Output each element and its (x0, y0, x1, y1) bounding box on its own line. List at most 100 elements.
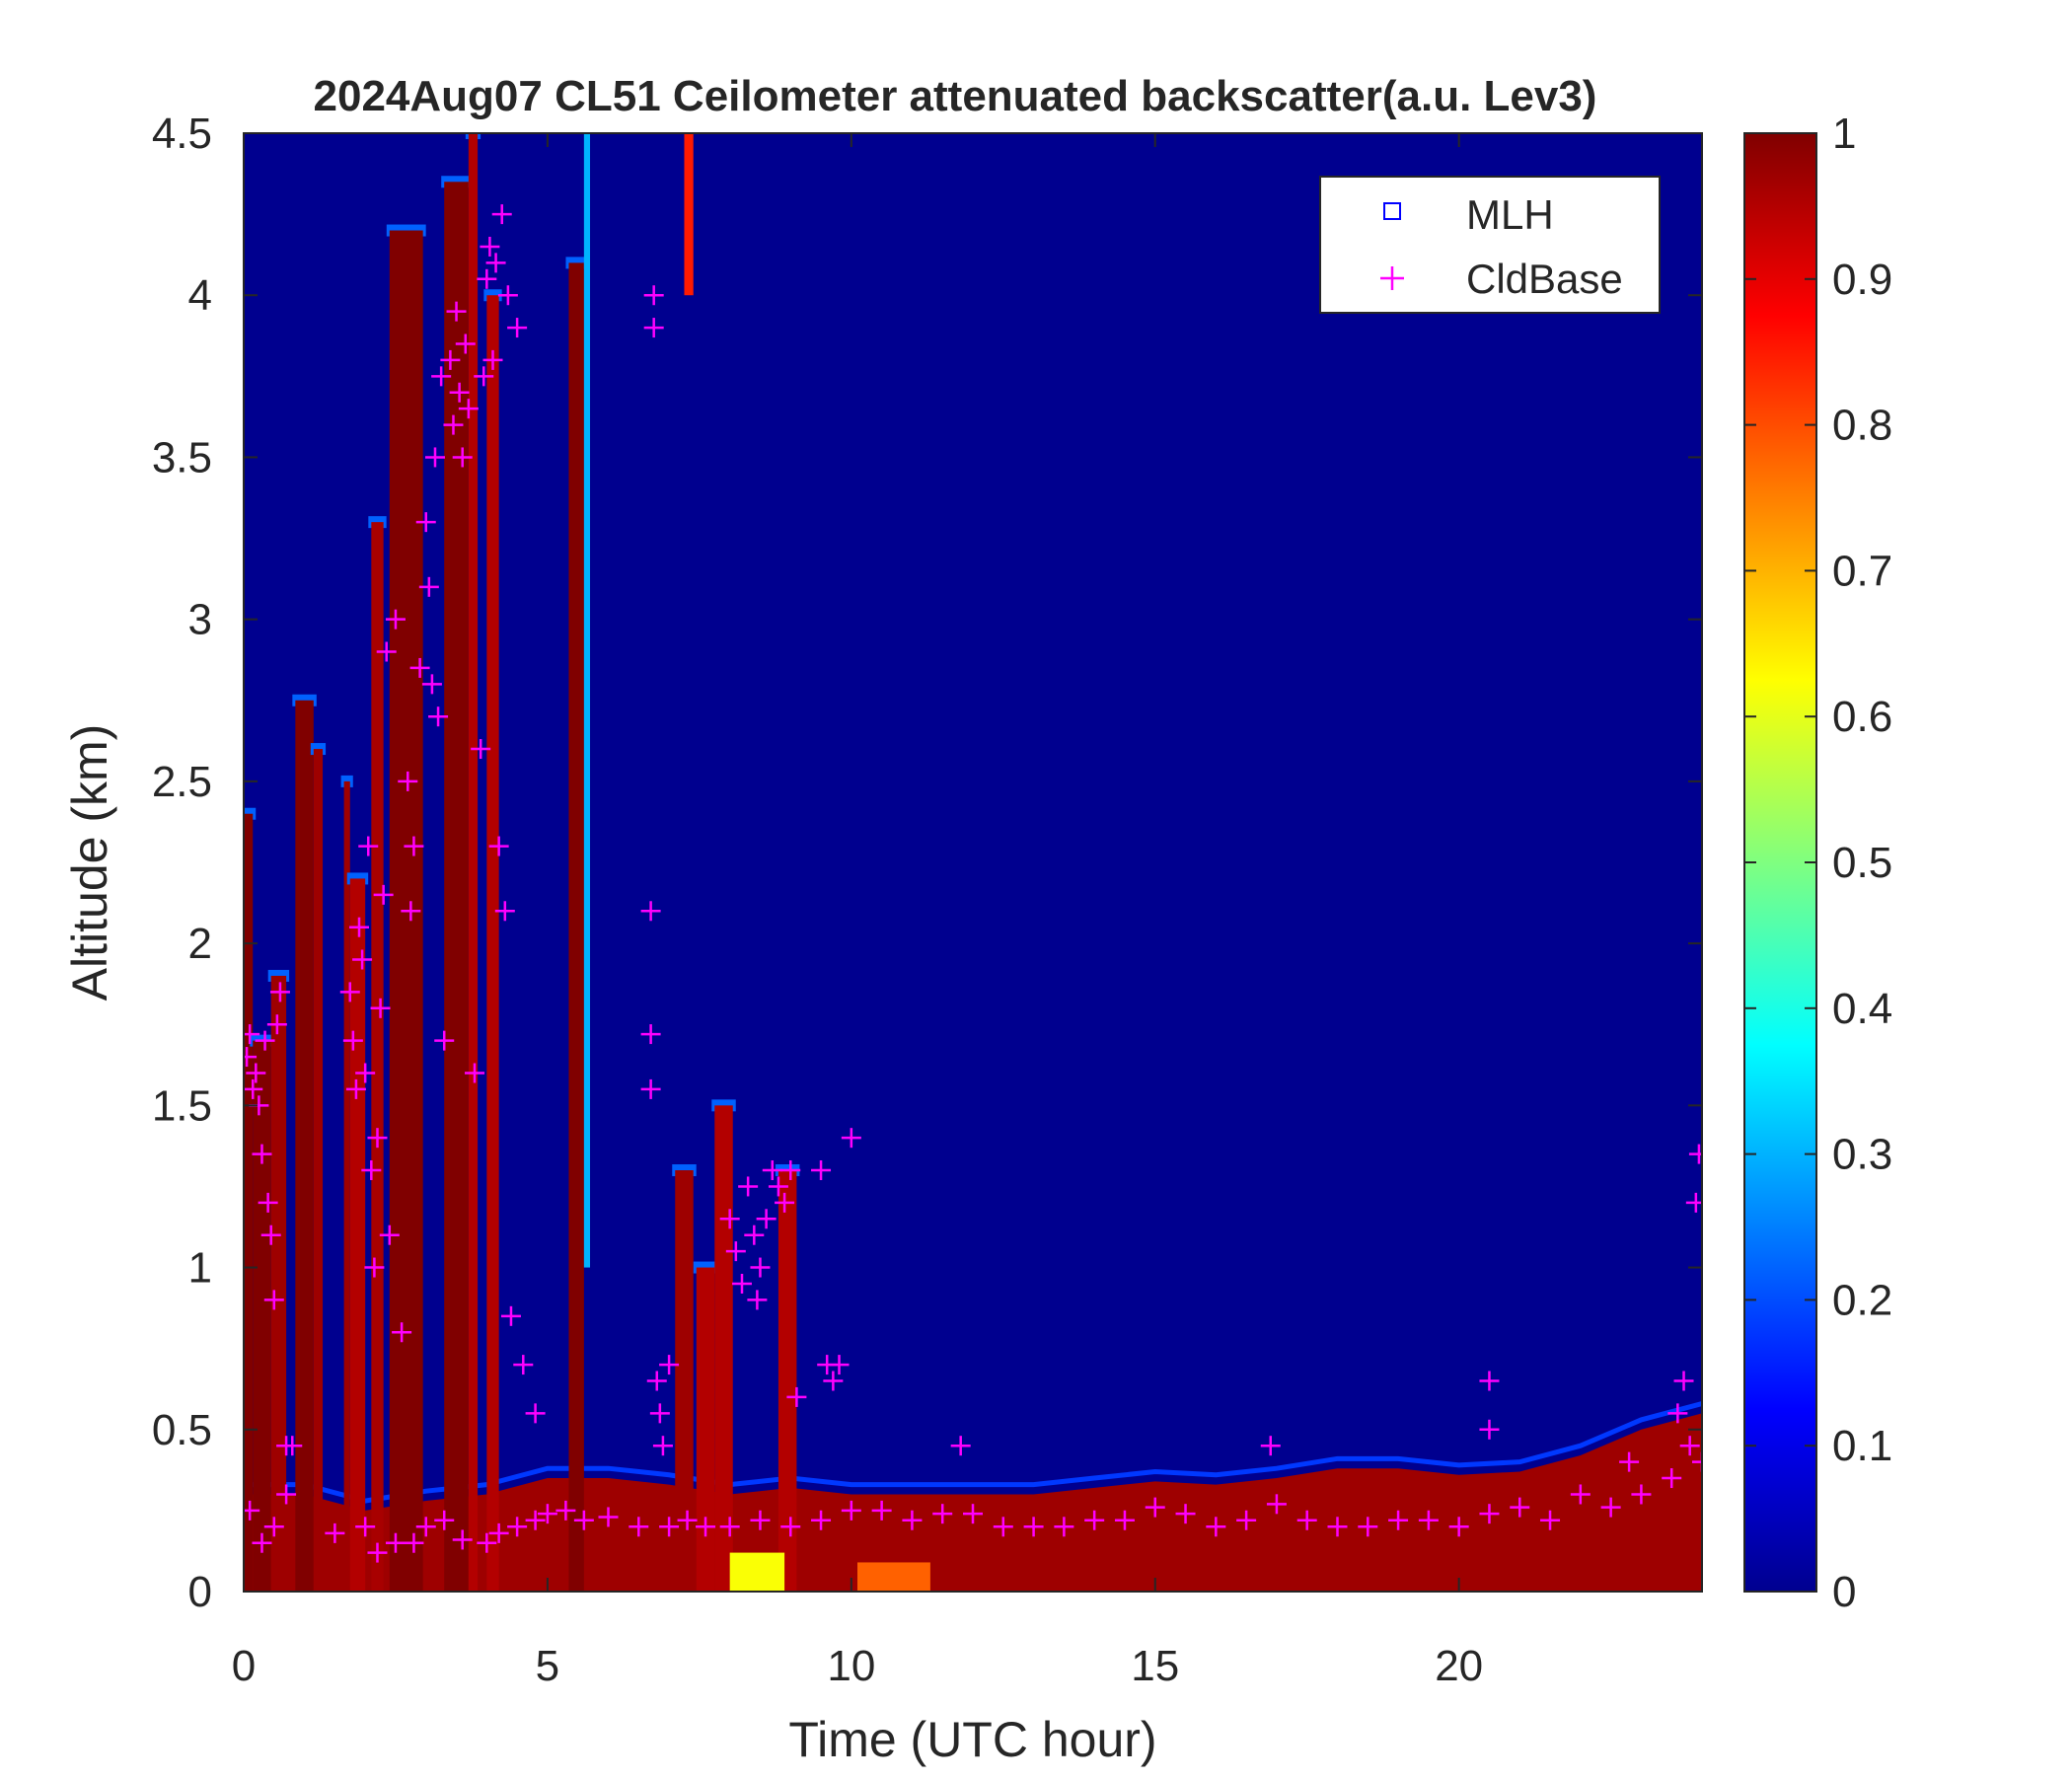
backscatter-streak (583, 133, 591, 1268)
cldbase-marker (507, 1517, 528, 1537)
cldbase-marker (434, 1510, 455, 1530)
cldbase-marker (480, 236, 500, 257)
cldbase-marker (1296, 1510, 1317, 1530)
surface-hotspot (729, 1552, 785, 1592)
surface-hotspot (856, 1562, 930, 1592)
cldbase-marker (649, 1403, 670, 1424)
legend-box (1319, 176, 1661, 314)
cldbase-marker (246, 1063, 266, 1083)
cldbase-marker (474, 366, 494, 387)
cldbase-marker (398, 771, 418, 791)
x-axis-label: Time (UTC hour) (788, 1712, 1156, 1767)
cldbase-marker (1388, 1510, 1409, 1530)
cldbase-marker (1260, 1436, 1281, 1456)
backscatter-column (349, 878, 366, 1592)
colorbar-tick-label: 0.2 (1832, 1276, 1892, 1324)
cldbase-marker (260, 1224, 281, 1245)
cldbase-marker (418, 576, 439, 597)
cldbase-marker (244, 1078, 263, 1099)
cldbase-marker (659, 1355, 680, 1375)
cldbase-marker (367, 1128, 388, 1149)
backscatter-column (343, 780, 350, 1592)
y-tick-label: 4.5 (152, 110, 212, 158)
cldbase-marker (488, 1522, 509, 1543)
cldbase-marker (1418, 1510, 1439, 1530)
boundary-layer-edge (244, 1401, 1702, 1504)
cldbase-marker (829, 1355, 850, 1375)
cldbase-marker (629, 1517, 649, 1537)
cldbase-marker (367, 1542, 388, 1563)
cldbase-marker (573, 1510, 594, 1530)
cldbase-marker (269, 982, 290, 1002)
cldbase-marker (404, 836, 424, 856)
cldbase-marker (932, 1504, 953, 1524)
cldbase-marker (465, 1063, 485, 1083)
colorbar-tick-label: 1 (1832, 110, 1856, 158)
cldbase-marker (282, 1436, 303, 1456)
cldbase-marker (841, 1128, 861, 1149)
cldbase-marker (1236, 1510, 1257, 1530)
y-axis-label: Altitude (km) (62, 724, 117, 1002)
cldbase-marker (500, 1305, 521, 1326)
cldbase-marker (415, 512, 436, 533)
cldbase-marker (1600, 1497, 1621, 1518)
cldbase-marker (409, 657, 430, 678)
cldbase-marker (871, 1500, 892, 1521)
x-tick-label: 5 (536, 1642, 559, 1690)
cldbase-marker (449, 382, 470, 403)
cldbase-marker (1570, 1484, 1591, 1505)
cldbase-marker (434, 1030, 455, 1051)
y-tick-label: 0 (188, 1568, 212, 1616)
cldbase-marker (652, 1436, 673, 1456)
cldbase-marker (993, 1517, 1013, 1537)
cldbase-marker (1266, 1494, 1287, 1515)
cldbase-marker (1685, 1192, 1702, 1213)
cldbase-marker (643, 318, 664, 338)
cldbase-marker (1667, 1403, 1688, 1424)
cldbase-marker (786, 1386, 807, 1407)
cldbase-marker (385, 609, 406, 630)
legend-label-mlh: MLH (1466, 191, 1554, 238)
cldbase-marker (1688, 1144, 1702, 1164)
cldbase-marker (477, 268, 497, 289)
boundary-layer-area (244, 1413, 1702, 1592)
cldbase-legend-marker (1380, 266, 1404, 290)
cldbase-marker (385, 1532, 406, 1553)
cldbase-marker (677, 1510, 698, 1530)
cldbase-marker (494, 901, 515, 922)
cldbase-marker (458, 399, 479, 419)
cldbase-marker (255, 1030, 275, 1051)
cldbase-marker (252, 1532, 272, 1553)
cldbase-marker (1327, 1517, 1348, 1537)
cldbase-marker (361, 1160, 382, 1181)
colorbar-axis: 0 0.1 0.2 0.3 0.4 0.5 0.6 0.7 0.8 0.9 1 (1744, 110, 1892, 1616)
backscatter-column (371, 522, 384, 1592)
y-tick-label: 2.5 (152, 758, 212, 806)
cldbase-marker (775, 1192, 795, 1213)
cldbase-marker (598, 1507, 619, 1527)
cldbase-marker (258, 1192, 278, 1213)
cldbase-marker (811, 1510, 832, 1530)
legend-label-cldbase: CldBase (1466, 256, 1623, 302)
y-tick-label: 4 (188, 271, 212, 320)
cldbase-marker (244, 1024, 260, 1045)
cldbase-marker (244, 1500, 260, 1521)
backscatter-column (444, 182, 469, 1592)
backscatter-column (295, 700, 314, 1592)
cldbase-marker (1145, 1497, 1165, 1518)
y-tick-label: 3.5 (152, 433, 212, 482)
cldbase-marker (424, 447, 445, 468)
x-axis: 0 5 10 15 20 (232, 133, 1483, 1690)
colorbar-tick-label: 0.8 (1832, 402, 1892, 450)
cldbase-marker (780, 1517, 801, 1537)
cldbase-marker (263, 1517, 284, 1537)
cldbase-marker (537, 1504, 557, 1524)
y-tick-label: 0.5 (152, 1406, 212, 1454)
cldbase-marker (392, 1322, 412, 1343)
cldbase-marker (370, 998, 391, 1018)
cldbase-marker (263, 1290, 284, 1310)
cldbase-marker (731, 1273, 752, 1294)
cldbase-marker (963, 1504, 983, 1524)
cldbase-marker (696, 1517, 716, 1537)
